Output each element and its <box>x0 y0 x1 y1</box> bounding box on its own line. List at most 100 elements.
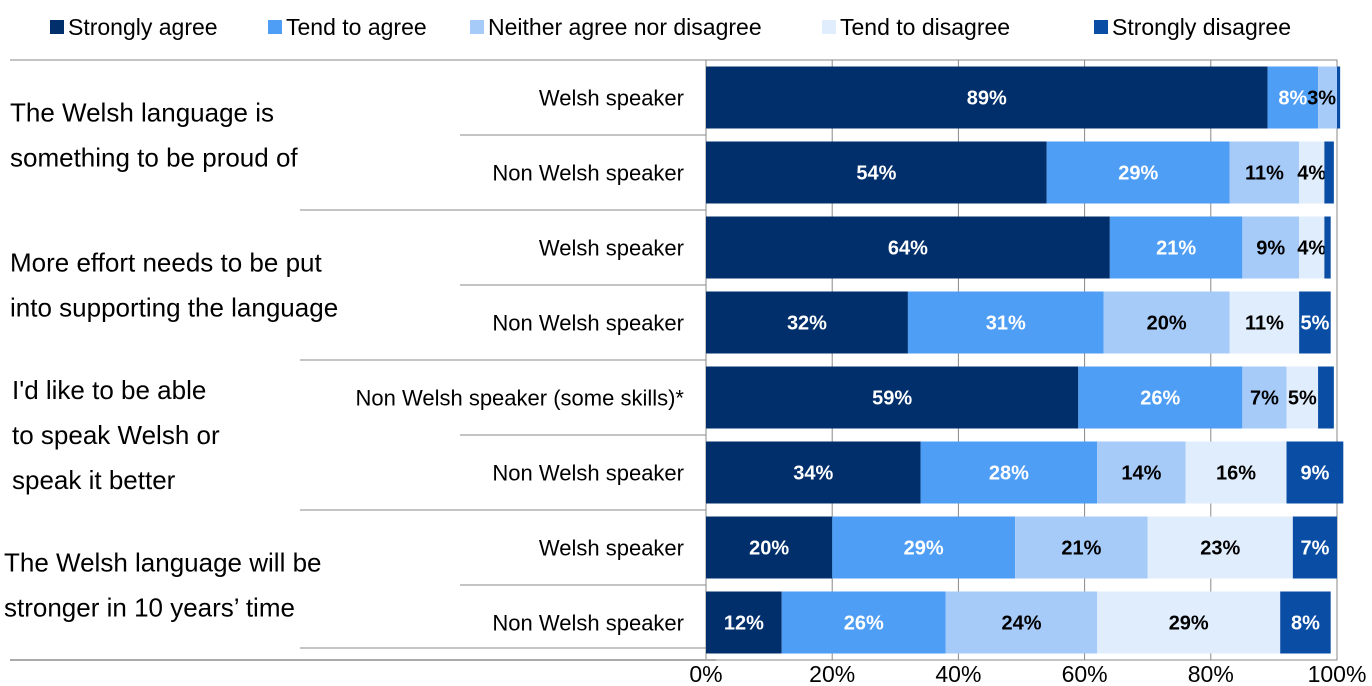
bar-segment <box>1229 141 1300 204</box>
x-tick-label: 40% <box>935 661 981 686</box>
bars: 89% 8% 3%54% 29% 11% 4%64% 21% 9% 4%32% 31% 20% 11%… <box>706 66 1344 654</box>
bar-segment <box>1267 66 1319 129</box>
legend-label: Strongly disagree <box>1112 14 1291 40</box>
bar-segment <box>1299 291 1331 354</box>
data-label: 9% <box>1300 463 1329 485</box>
question-label: The Welsh language will be <box>4 548 321 578</box>
bar-segment <box>1109 216 1243 279</box>
x-axis-ticks: 0% 20% 40% 60% 80% 100% <box>689 661 1366 686</box>
data-label: 29% <box>1118 163 1158 185</box>
data-label: 11% <box>1245 163 1284 185</box>
bar-segment <box>945 591 1098 654</box>
group-separators <box>10 59 716 661</box>
data-label: 16% <box>1216 463 1256 485</box>
bar-segment <box>1078 366 1243 429</box>
data-label: 20% <box>1147 313 1187 335</box>
bar-segment <box>1337 66 1341 129</box>
bar-segment <box>706 216 1110 279</box>
data-label: 7% <box>1250 388 1279 410</box>
data-label: 21% <box>1061 538 1101 560</box>
bar-segment <box>706 591 782 654</box>
category-label: Non Welsh speaker <box>492 311 684 336</box>
bar-segment <box>1015 516 1148 579</box>
question-label: stronger in 10 years’ time <box>4 593 295 623</box>
data-label: 12% <box>724 613 764 635</box>
question-label: speak it better <box>12 465 176 495</box>
data-label: 7% <box>1300 538 1329 560</box>
bar-segment <box>781 591 946 654</box>
data-label: 26% <box>844 613 884 635</box>
bar-segment <box>1103 291 1230 354</box>
data-label: 20% <box>749 538 789 560</box>
category-label: Non Welsh speaker <box>492 611 684 636</box>
data-label: 59% <box>872 388 912 410</box>
data-label: 21% <box>1156 238 1196 260</box>
data-label: 64% <box>888 238 928 260</box>
legend-label: Neither agree nor disagree <box>488 14 762 40</box>
bar-segment <box>1318 66 1337 129</box>
x-tick-label: 100% <box>1308 661 1367 686</box>
data-label: 8% <box>1291 613 1320 635</box>
data-label: 29% <box>904 538 944 560</box>
bar-segment <box>907 291 1104 354</box>
data-label: 14% <box>1121 463 1161 485</box>
data-label: 54% <box>856 163 896 185</box>
question-label: something to be proud of <box>10 143 298 173</box>
legend-swatch <box>470 20 484 34</box>
category-labels: Welsh speaker Non Welsh speaker Welsh spea… <box>356 86 685 636</box>
bar-segment <box>706 291 908 354</box>
category-label: Welsh speaker <box>539 236 684 261</box>
data-label: 9% <box>1256 238 1285 260</box>
legend-swatch <box>50 20 64 34</box>
bar-segment <box>1286 366 1319 429</box>
category-label: Welsh speaker <box>539 536 684 561</box>
data-label: 4% <box>1297 163 1326 185</box>
bar-segment <box>1242 366 1287 429</box>
bar-segment <box>1292 516 1337 579</box>
data-label: 11% <box>1245 313 1284 335</box>
question-label: More effort needs to be put <box>10 248 322 278</box>
x-tick-label: 20% <box>809 661 855 686</box>
legend-swatch <box>822 20 836 34</box>
x-tick-label: 0% <box>689 661 722 686</box>
bar-segment <box>920 441 1098 504</box>
question-label: to speak Welsh or <box>12 420 220 450</box>
bar-segment <box>1229 291 1300 354</box>
data-label: 28% <box>989 463 1029 485</box>
bar-segment <box>706 141 1047 204</box>
question-label: The Welsh language is <box>10 98 274 128</box>
data-label: 8% <box>1278 88 1307 110</box>
data-label: 5% <box>1300 313 1329 335</box>
bar-segment <box>1286 441 1344 504</box>
category-label: Welsh speaker <box>539 86 684 111</box>
data-label: 4% <box>1297 238 1326 260</box>
data-label: 5% <box>1288 388 1317 410</box>
data-label: 29% <box>1169 613 1209 635</box>
question-label: into supporting the language <box>10 293 338 323</box>
legend-swatch <box>1094 20 1108 34</box>
bar-segment <box>706 441 921 504</box>
bar-segment <box>1147 516 1293 579</box>
category-label: Non Welsh speaker <box>492 161 684 186</box>
legend-swatch <box>268 20 282 34</box>
bar-segment <box>706 516 833 579</box>
data-label: 3% <box>1307 88 1336 110</box>
bar-segment <box>1097 441 1186 504</box>
data-label: 34% <box>793 463 833 485</box>
bar-segment <box>706 66 1268 129</box>
legend-label: Tend to agree <box>286 14 427 40</box>
question-label: I'd like to be able <box>12 375 206 405</box>
bar-segment <box>1185 441 1287 504</box>
bar-segment <box>1299 141 1325 204</box>
data-label: 89% <box>967 88 1007 110</box>
category-label: Non Welsh speaker (some skills)* <box>356 386 685 411</box>
x-tick-label: 60% <box>1062 661 1108 686</box>
bar-segment <box>1097 591 1281 654</box>
question-labels: The Welsh language is something to be pro… <box>4 98 338 623</box>
legend-label: Strongly agree <box>68 14 218 40</box>
category-label: Non Welsh speaker <box>492 461 684 486</box>
bar-segment <box>1299 216 1325 279</box>
legend: Strongly agree Tend to agree Neither agree… <box>50 14 1291 40</box>
data-label: 26% <box>1140 388 1180 410</box>
